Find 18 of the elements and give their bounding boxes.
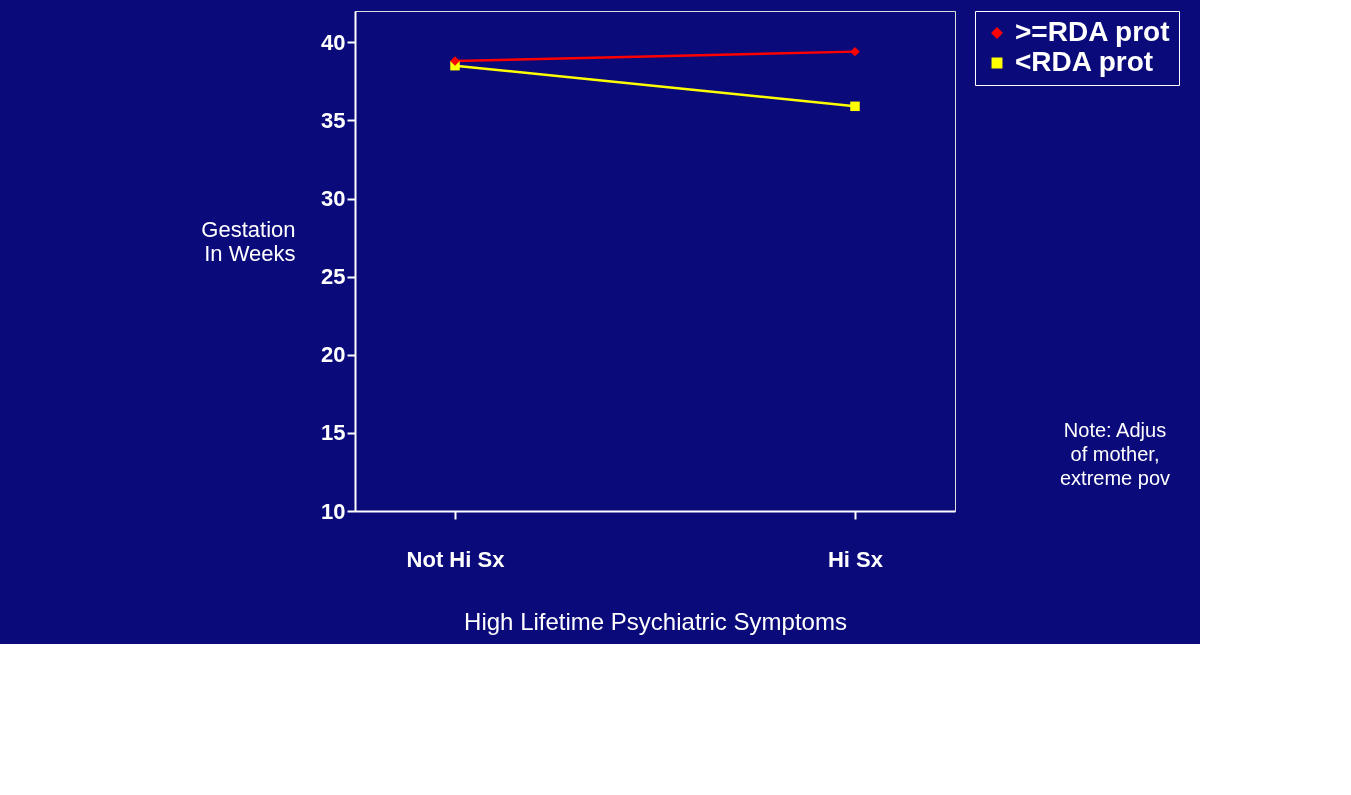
y-tick-label: 40: [321, 29, 346, 55]
point: [850, 101, 860, 112]
y-tick-label: 25: [321, 264, 346, 290]
x-tick-label: Hi Sx: [827, 546, 884, 572]
y-tick-label: 20: [321, 342, 346, 368]
legend-label: >=RDA prot: [1015, 16, 1170, 47]
point: [850, 46, 860, 57]
legend-label: <RDA prot: [1015, 46, 1154, 77]
y-tick-label: 30: [321, 186, 346, 211]
y-tick-label: 10: [321, 498, 346, 524]
y-tick-label: 35: [321, 107, 346, 133]
text: extreme pov: [1059, 467, 1171, 489]
y-axis-title: Gestation In Weeks: [201, 216, 296, 266]
x-tick-label: Not Hi Sx: [406, 546, 506, 572]
y-tick-label: 15: [321, 420, 346, 446]
x-axis-title: High Lifetime Psychiatric Symptoms: [464, 607, 847, 635]
text: Note: Adjus: [1063, 419, 1167, 441]
text: of mother,: [1070, 443, 1160, 465]
